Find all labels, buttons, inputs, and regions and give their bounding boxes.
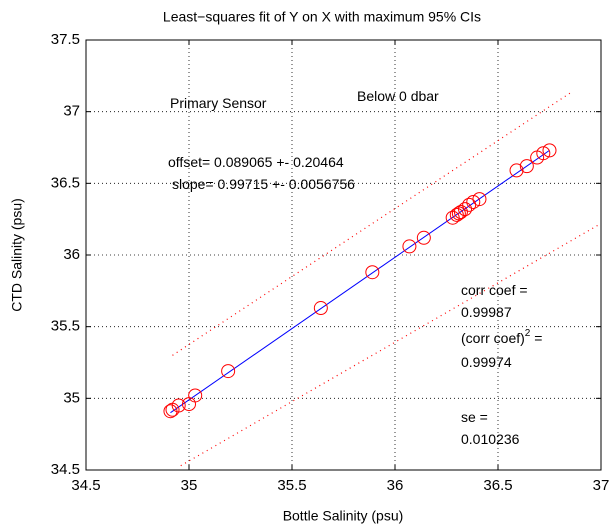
x-tick-label: 37 [593, 477, 610, 494]
annotation: offset= 0.089065 +- 0.20464 [168, 154, 344, 170]
data-point [449, 207, 464, 222]
x-tick-label: 35.5 [277, 477, 306, 494]
annotation-text: offset= 0.089065 +- 0.20464 [168, 154, 344, 170]
data-point [163, 404, 178, 419]
y-tick-label: 36.5 [51, 174, 80, 191]
annotation-text: (corr coef) [461, 330, 525, 346]
annotation: 0.010236 [461, 431, 520, 447]
data-point [509, 163, 524, 178]
y-tick-label: 36 [63, 246, 80, 263]
annotation: slope= 0.99715 +- 0.0056756 [172, 176, 355, 192]
data-point [171, 398, 186, 413]
data-point [519, 159, 534, 174]
y-tick-label: 37 [63, 103, 80, 120]
annotation: se = [461, 409, 488, 425]
data-point [458, 202, 473, 217]
annotation-text: Below 0 dbar [357, 88, 439, 104]
annotation: 0.99974 [461, 354, 512, 370]
y-tick-label: 37.5 [51, 31, 80, 48]
data-point [365, 265, 380, 280]
data-point [188, 388, 203, 403]
annotation-text: = [530, 330, 542, 346]
annotation-text: 0.99987 [461, 304, 512, 320]
data-point [416, 230, 431, 245]
data-point [472, 192, 487, 207]
annotation: Below 0 dbar [357, 88, 439, 104]
annotation-text: se = [461, 409, 488, 425]
annotation-superscript: 2 [525, 328, 531, 339]
data-point [453, 205, 468, 219]
data-point [402, 239, 417, 254]
y-tick-label: 35 [63, 389, 80, 406]
data-point [313, 301, 328, 316]
x-tick-label: 36.5 [483, 477, 512, 494]
annotation-text: corr coef = [461, 282, 528, 298]
data-point [536, 146, 551, 161]
annotation: Primary Sensor [170, 95, 267, 111]
data-point [466, 194, 481, 209]
plot-frame [85, 39, 602, 471]
annotation: corr coef = [461, 282, 528, 298]
plot-area [86, 40, 601, 470]
y-axis-label: CTD Salinity (psu) [9, 198, 25, 312]
x-axis-label: Bottle Salinity (psu) [283, 508, 404, 524]
data-point [542, 143, 557, 158]
data-point [221, 364, 236, 379]
fit-line [170, 149, 550, 414]
ci-line [180, 222, 602, 467]
annotation: (corr coef)2 = [461, 328, 542, 346]
annotation-text: 0.010236 [461, 431, 520, 447]
annotation: 0.99987 [461, 304, 512, 320]
y-tick-label: 34.5 [51, 461, 80, 478]
annotation-text: Primary Sensor [170, 95, 267, 111]
chart-title: Least−squares fit of Y on X with maximum… [163, 9, 481, 25]
y-tick-label: 35.5 [51, 318, 80, 335]
annotation-text: 0.99974 [461, 354, 512, 370]
annotation-text: slope= 0.99715 +- 0.0056756 [172, 176, 355, 192]
x-tick-label: 36 [387, 477, 404, 494]
x-tick-label: 34.5 [71, 477, 100, 494]
x-tick-label: 35 [181, 477, 198, 494]
